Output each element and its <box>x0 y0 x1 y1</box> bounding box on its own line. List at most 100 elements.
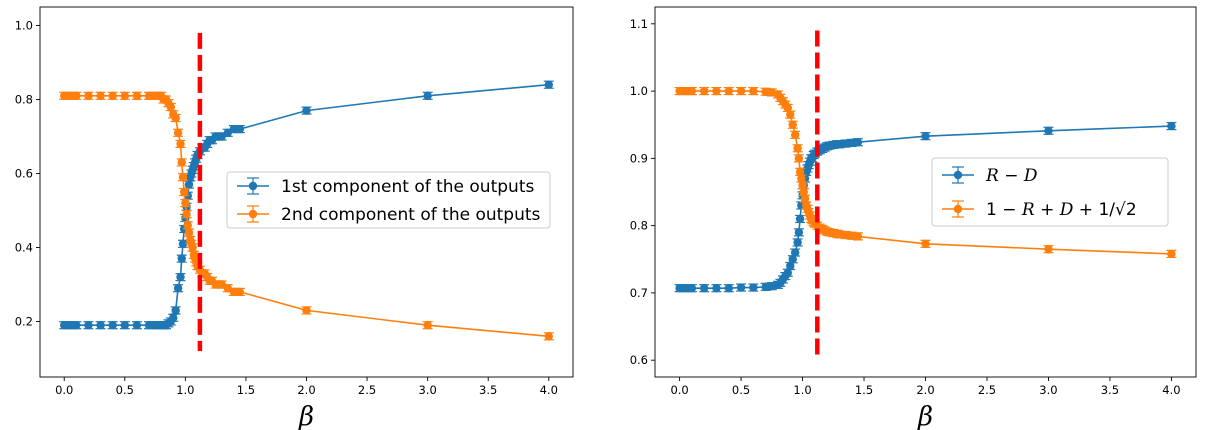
data-point <box>96 91 105 101</box>
data-point <box>797 174 806 183</box>
data-point <box>675 86 684 96</box>
data-point <box>1044 126 1053 135</box>
data-point <box>235 124 245 134</box>
data-point <box>60 91 69 101</box>
x-tick-label: 3.0 <box>1039 383 1057 397</box>
x-tick-label: 4.0 <box>540 383 558 397</box>
x-tick-label: 0.0 <box>55 383 73 397</box>
data-point <box>788 120 797 129</box>
series-1 <box>59 80 554 330</box>
x-tick-label: 1.0 <box>793 383 811 397</box>
data-point <box>783 268 792 277</box>
data-point <box>788 255 797 264</box>
data-point <box>223 284 232 293</box>
data-point <box>681 86 690 96</box>
legend-marker <box>248 181 258 191</box>
y-tick-label: 0.7 <box>630 286 648 300</box>
legend-box <box>931 157 1169 227</box>
series-2 <box>59 91 554 341</box>
y-tick-label: 0.4 <box>15 241 33 255</box>
data-point <box>786 110 795 119</box>
data-point <box>108 91 117 101</box>
data-point <box>544 80 553 89</box>
series-2 <box>674 86 1177 259</box>
x-tick-label: 3.5 <box>1101 383 1119 397</box>
data-point <box>793 144 802 153</box>
data-point <box>176 272 185 282</box>
y-tick-label: 1.0 <box>630 84 648 98</box>
data-point <box>184 228 194 237</box>
right-chart: 0.0 0.5 1.0 1.5 2.0 2.5 3.0 3.5 4.0 0.6 0.7 0.8 0.9 1… <box>630 6 1197 430</box>
data-point <box>183 221 192 230</box>
data-point <box>800 194 810 203</box>
legend: 1st component of the outputs 2nd componen… <box>226 171 551 229</box>
data-point <box>736 283 746 292</box>
data-point <box>188 243 197 252</box>
data-point <box>761 282 770 292</box>
data-point <box>687 86 697 96</box>
legend-box <box>226 171 551 229</box>
data-point <box>132 321 142 330</box>
data-point <box>724 284 733 293</box>
data-point <box>229 124 239 134</box>
legend-label: 1st component of the outputs <box>281 177 534 197</box>
data-point <box>724 86 733 96</box>
data-point <box>72 321 81 330</box>
data-point <box>96 321 105 330</box>
data-point <box>699 284 709 293</box>
x-tick-label: 1.5 <box>237 383 255 397</box>
legend-marker <box>953 204 963 214</box>
data-point <box>1167 249 1176 259</box>
data-point <box>835 230 844 239</box>
data-point <box>217 280 226 289</box>
x-axis-label: β <box>917 402 933 430</box>
x-tick-label: 2.0 <box>916 383 934 397</box>
x-tick-label: 0.5 <box>732 383 750 397</box>
data-point <box>181 198 190 208</box>
data-point <box>66 321 75 330</box>
data-point <box>921 239 930 248</box>
data-point <box>423 321 432 330</box>
data-point <box>66 91 75 101</box>
data-point <box>423 91 432 101</box>
data-point <box>132 91 142 101</box>
data-point <box>795 167 805 177</box>
data-point <box>223 128 232 137</box>
legend-label: R − D <box>985 166 1038 186</box>
legend: R − D 1 − R + D + 1/√2 <box>931 157 1169 227</box>
legend-label: 2nd component of the outputs <box>281 205 541 225</box>
data-point <box>173 284 183 293</box>
data-point <box>120 321 129 330</box>
y-tick-label: 0.8 <box>15 93 33 107</box>
y-tick-label: 0.6 <box>15 167 33 181</box>
y-tick-label: 0.9 <box>630 151 648 165</box>
data-point <box>749 283 758 292</box>
x-tick-label: 1.5 <box>855 383 873 397</box>
data-point <box>1167 121 1176 131</box>
data-point <box>144 91 154 101</box>
data-point <box>761 87 770 96</box>
data-point <box>173 128 183 137</box>
data-point <box>178 239 188 248</box>
data-point <box>841 139 850 148</box>
data-point <box>675 284 684 293</box>
data-point <box>681 284 690 293</box>
y-tick-label: 0.8 <box>630 219 648 233</box>
data-point <box>921 131 930 141</box>
data-point <box>841 230 850 240</box>
data-point <box>84 91 93 101</box>
data-point <box>144 321 154 330</box>
data-point <box>120 91 129 101</box>
data-point <box>712 86 721 96</box>
data-point <box>794 228 804 237</box>
data-point <box>799 187 808 197</box>
data-point <box>853 232 863 241</box>
x-tick-label: 2.0 <box>297 383 315 397</box>
x-tick-label: 0.0 <box>670 383 688 397</box>
data-point <box>171 113 180 123</box>
data-point <box>176 139 185 149</box>
data-point <box>847 138 856 148</box>
legend-marker <box>953 170 963 180</box>
data-point <box>544 332 553 341</box>
y-tick-label: 1.0 <box>15 19 33 33</box>
